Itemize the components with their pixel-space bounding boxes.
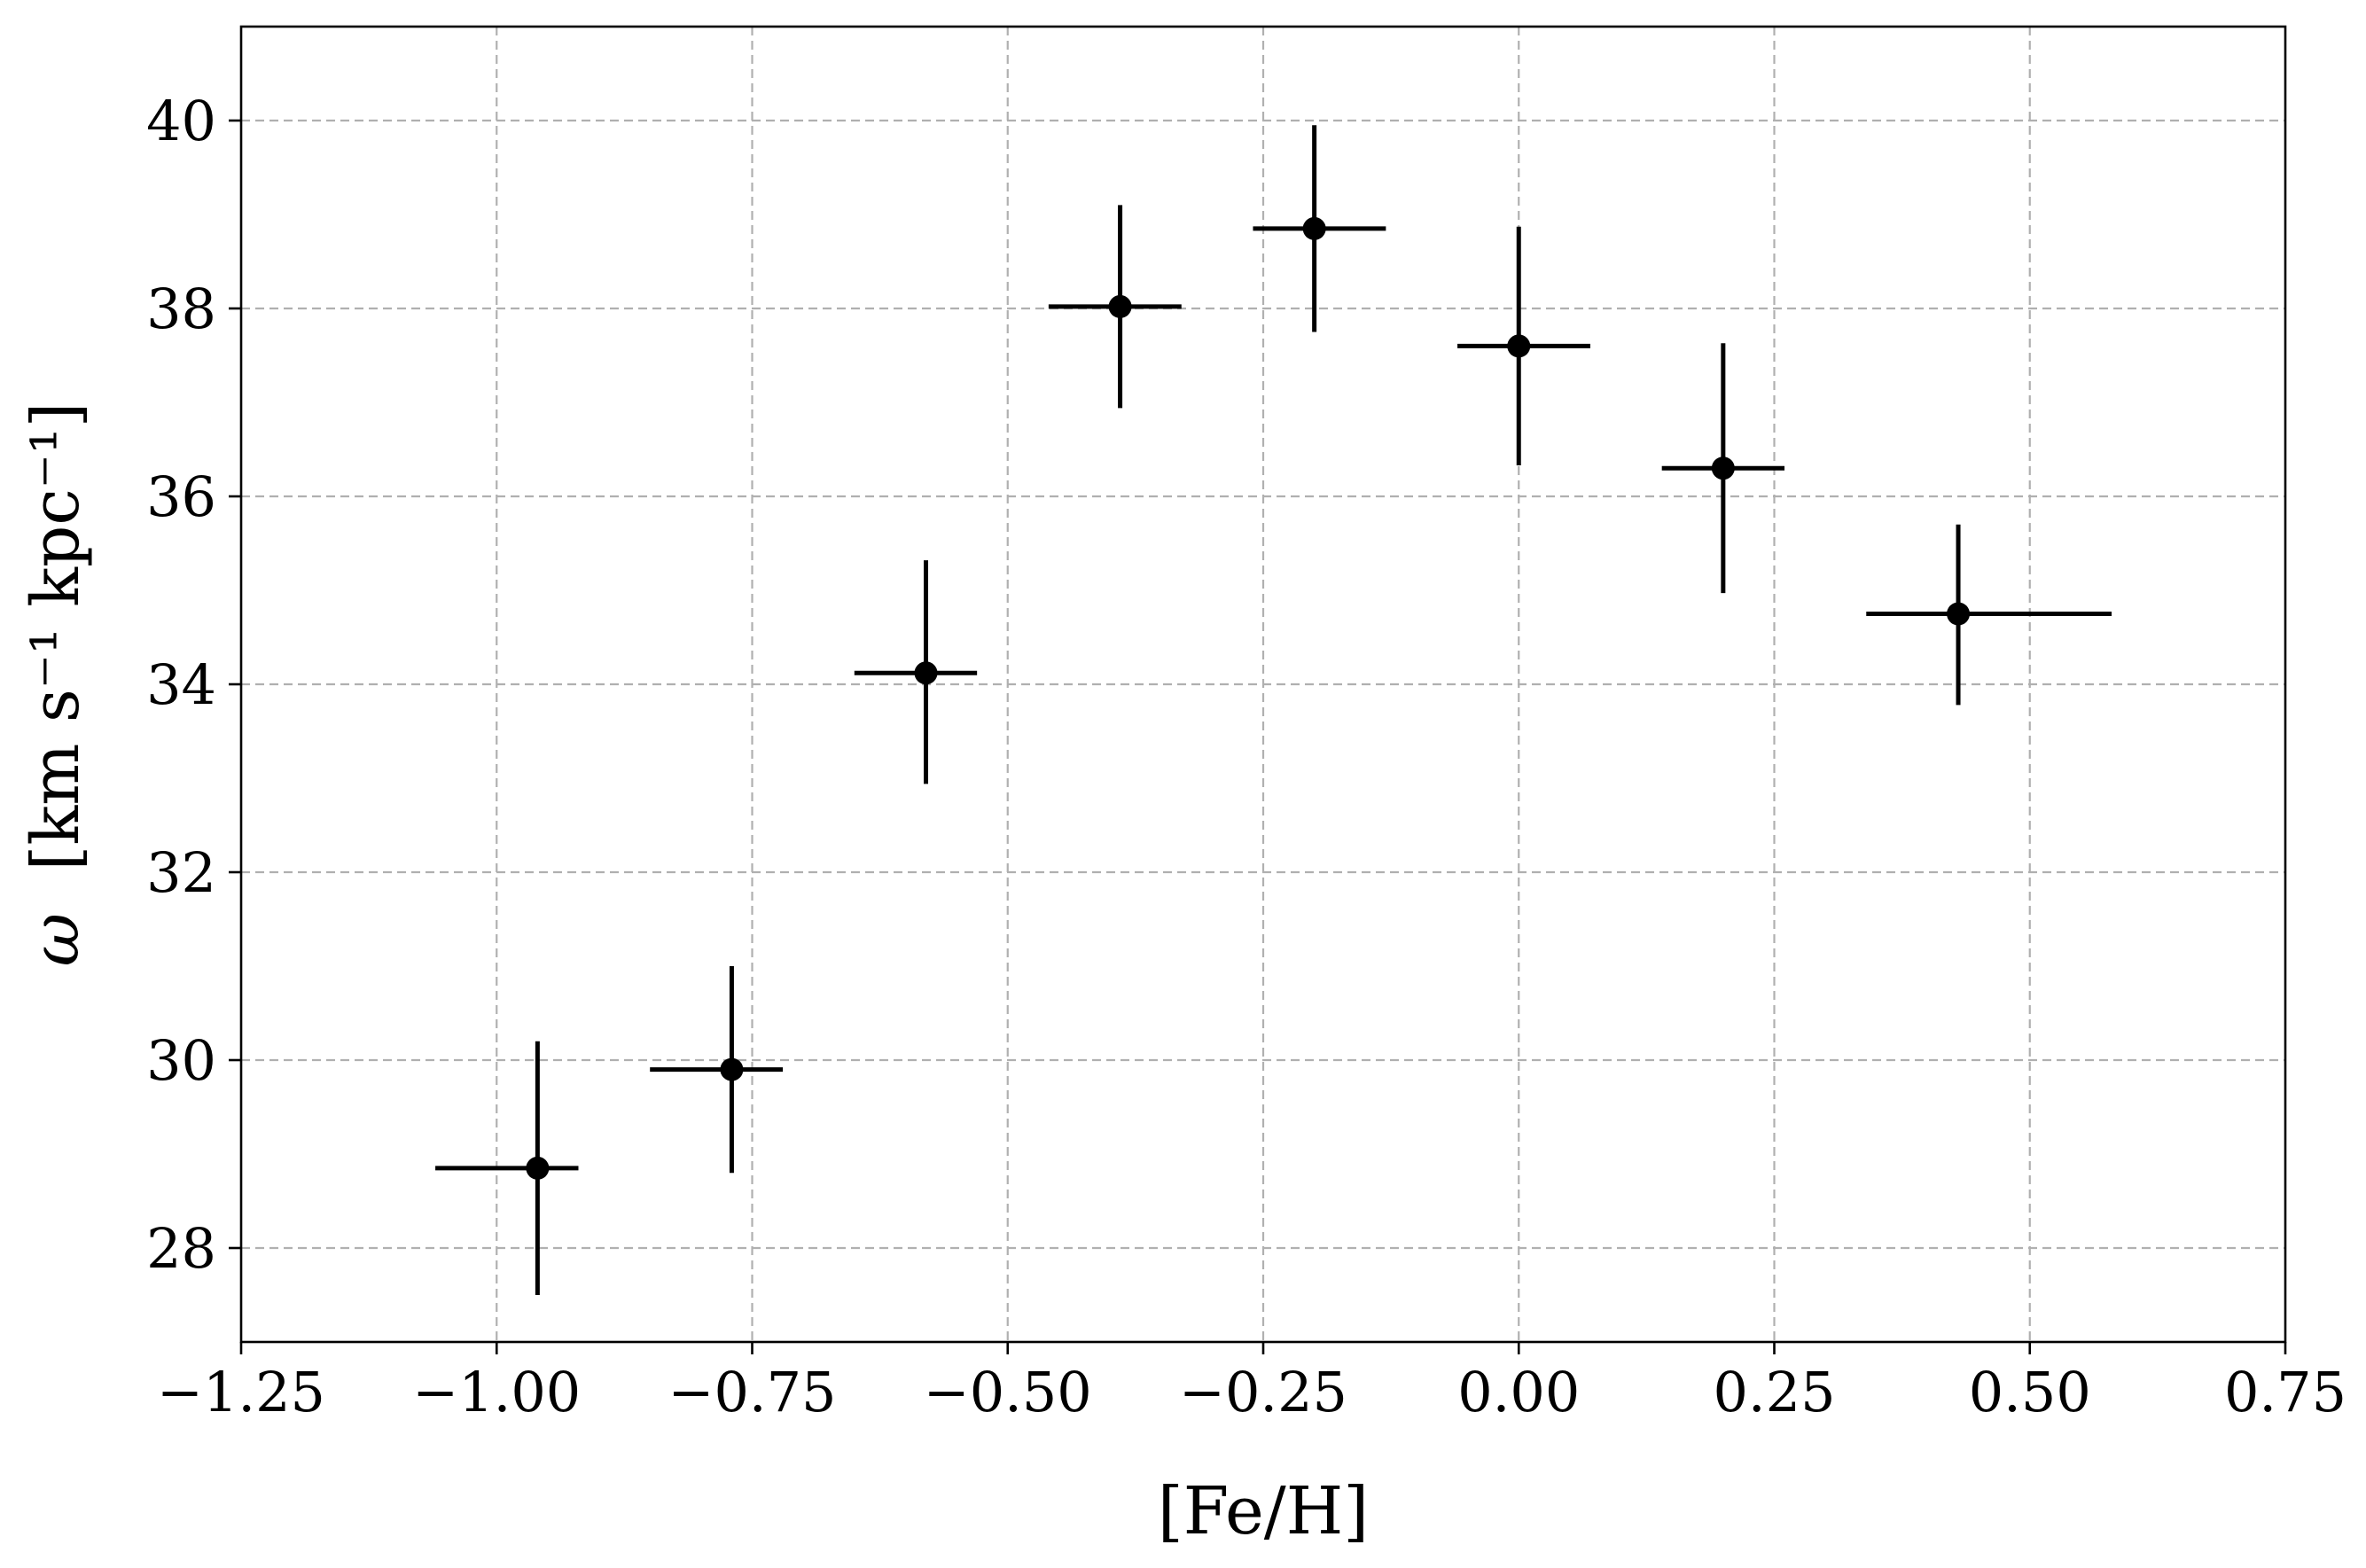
data-point-group [1048,205,1182,409]
y-axis-label-units: [km s⁻¹ kpc⁻¹] [18,402,94,871]
x-tick-label: 0.50 [1969,1360,2091,1424]
data-point-marker [1507,334,1531,358]
data-point-marker [1302,216,1326,240]
y-tick-label: 30 [146,1028,216,1093]
data-point-group [1866,524,2112,706]
data-point-group [435,1041,579,1295]
y-tick-label: 28 [146,1216,216,1281]
data-point-group [1661,343,1785,594]
axis-ticks: −1.25 −1.00 −0.75 −0.50 −0.25 0.00 0.25 0.50 0.7… [146,89,2346,1424]
data-point-marker [720,1057,744,1081]
data-point-marker [914,661,938,685]
y-tick-label: 40 [146,89,216,153]
x-tick-label: −0.50 [924,1360,1092,1424]
data-series [435,125,2112,1295]
x-tick-label: −1.00 [412,1360,581,1424]
x-tick-label: −1.25 [157,1360,325,1424]
y-tick-label: 34 [146,652,216,717]
y-tick-label: 32 [146,840,216,905]
y-axis-label-symbol: ω [18,913,94,966]
data-point-marker [1711,456,1735,480]
data-point-group [650,966,784,1174]
data-point-group [1253,125,1386,332]
x-tick-label: −0.75 [668,1360,837,1424]
data-point-marker [1947,602,1971,626]
x-tick-label: 0.00 [1457,1360,1580,1424]
data-point-marker [1108,294,1132,318]
y-tick-label: 36 [146,464,216,529]
y-tick-label: 38 [146,277,216,341]
x-axis-label: [Fe/H] [1158,1473,1369,1549]
data-point-group [1457,226,1590,466]
x-tick-label: −0.25 [1179,1360,1347,1424]
axis-labels: [Fe/H] ω [km s⁻¹ kpc⁻¹] [18,402,1369,1549]
x-tick-label: 0.25 [1713,1360,1835,1424]
grid [241,27,2285,1342]
data-point-marker [526,1156,550,1180]
x-tick-label: 0.75 [2224,1360,2346,1424]
y-axis-label: ω [km s⁻¹ kpc⁻¹] [18,402,94,967]
data-point-group [854,560,978,784]
